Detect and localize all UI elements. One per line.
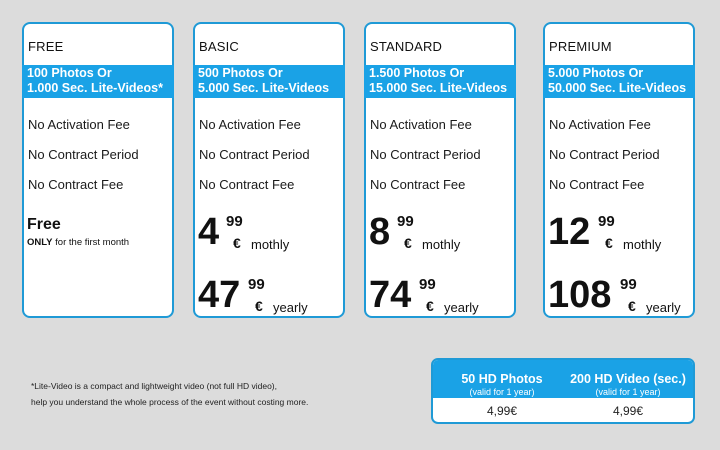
addon-hd-photos: 50 HD Photos (valid for 1 year) [437, 360, 567, 397]
price-cents: 99 [598, 213, 615, 230]
feature-activation-fee: No Activation Fee [28, 117, 130, 132]
addon-price: 4,99€ [612, 404, 644, 418]
plan-quota-band: 1.500 Photos Or 15.000 Sec. Lite-Videos [364, 65, 516, 98]
addon-subtitle: (valid for 1 year) [469, 387, 535, 397]
price-period: mothly [251, 237, 290, 252]
quota-line-1: 100 Photos Or [27, 66, 112, 80]
free-note-emphasis: ONLY [27, 237, 53, 248]
feature-contract-period: No Contract Period [549, 147, 660, 162]
addon-pricing-box: 50 HD Photos (valid for 1 year) 200 HD V… [431, 358, 695, 424]
price-currency: € [404, 235, 412, 251]
footnote-line-1: *Lite-Video is a compact and lightweight… [31, 381, 278, 391]
price-period: yearly [273, 300, 308, 315]
addon-hd-video: 200 HD Video (sec.) (valid for 1 year) [563, 360, 693, 397]
price-period: yearly [444, 300, 479, 315]
plan-name: STANDARD [370, 39, 443, 54]
quota-line-2: 5.000 Sec. Lite-Videos [198, 81, 330, 95]
monthly-price: 8 99 € mothly [369, 211, 460, 253]
price-whole: 8 [369, 211, 391, 253]
price-currency: € [628, 298, 636, 314]
price-whole: 4 [198, 211, 220, 253]
price-cents: 99 [248, 276, 265, 293]
price-cents: 99 [397, 213, 414, 230]
price-whole: 12 [548, 211, 591, 253]
price-period: yearly [646, 300, 681, 315]
price-whole: 108 [548, 274, 612, 316]
lite-video-footnote: *Lite-Video is a compact and lightweight… [31, 378, 308, 410]
yearly-price: 74 99 € yearly [369, 274, 479, 316]
addon-title: 200 HD Video (sec.) [570, 372, 686, 386]
plan-card-free: FREE 100 Photos Or 1.000 Sec. Lite-Video… [22, 22, 174, 318]
price-whole: 74 [369, 274, 412, 316]
price-cents: 99 [419, 276, 436, 293]
feature-contract-period: No Contract Period [28, 147, 139, 162]
price-currency: € [255, 298, 263, 314]
plan-quota-band: 100 Photos Or 1.000 Sec. Lite-Videos* [22, 65, 174, 98]
free-price-note: ONLY for the first month [27, 237, 129, 248]
monthly-price: 12 99 € mothly [548, 211, 661, 253]
price-currency: € [605, 235, 613, 251]
plan-quota-band: 500 Photos Or 5.000 Sec. Lite-Videos [193, 65, 345, 98]
feature-contract-period: No Contract Period [199, 147, 310, 162]
plan-name: BASIC [199, 39, 240, 54]
quota-line-1: 500 Photos Or [198, 66, 283, 80]
addon-header-band [433, 360, 693, 398]
price-period: mothly [422, 237, 461, 252]
price-currency: € [426, 298, 434, 314]
price-cents: 99 [226, 213, 243, 230]
feature-activation-fee: No Activation Fee [549, 117, 651, 132]
feature-contract-fee: No Contract Fee [28, 177, 124, 192]
yearly-price: 47 99 € yearly [198, 274, 308, 316]
feature-activation-fee: No Activation Fee [370, 117, 472, 132]
price-whole: 47 [198, 274, 241, 316]
feature-contract-fee: No Contract Fee [199, 177, 295, 192]
price-cents: 99 [620, 276, 637, 293]
feature-contract-fee: No Contract Fee [370, 177, 466, 192]
price-currency: € [233, 235, 241, 251]
free-note-text: for the first month [52, 237, 130, 248]
plan-card-standard: STANDARD 1.500 Photos Or 15.000 Sec. Lit… [364, 22, 516, 318]
quota-line-2: 15.000 Sec. Lite-Videos [369, 81, 508, 95]
addon-price: 4,99€ [486, 404, 518, 418]
plan-quota-band: 5.000 Photos Or 50.000 Sec. Lite-Videos [543, 65, 695, 98]
yearly-price: 108 99 € yearly [548, 274, 681, 316]
feature-contract-period: No Contract Period [370, 147, 481, 162]
plan-name: PREMIUM [549, 39, 612, 54]
plan-card-basic: BASIC 500 Photos Or 5.000 Sec. Lite-Vide… [193, 22, 345, 318]
price-period: mothly [623, 237, 662, 252]
plan-name: FREE [28, 39, 64, 54]
quota-line-2: 50.000 Sec. Lite-Videos [548, 81, 687, 95]
quota-line-1: 1.500 Photos Or [369, 66, 465, 80]
monthly-price: 4 99 € mothly [198, 211, 289, 253]
free-price-title: Free [27, 216, 61, 233]
addon-title: 50 HD Photos [461, 372, 543, 386]
plan-card-premium: PREMIUM 5.000 Photos Or 50.000 Sec. Lite… [543, 22, 695, 318]
quota-line-1: 5.000 Photos Or [548, 66, 644, 80]
quota-line-2: 1.000 Sec. Lite-Videos* [27, 81, 163, 95]
footnote-line-2: help you understand the whole process of… [31, 397, 309, 407]
feature-contract-fee: No Contract Fee [549, 177, 645, 192]
addon-subtitle: (valid for 1 year) [595, 387, 661, 397]
feature-activation-fee: No Activation Fee [199, 117, 301, 132]
